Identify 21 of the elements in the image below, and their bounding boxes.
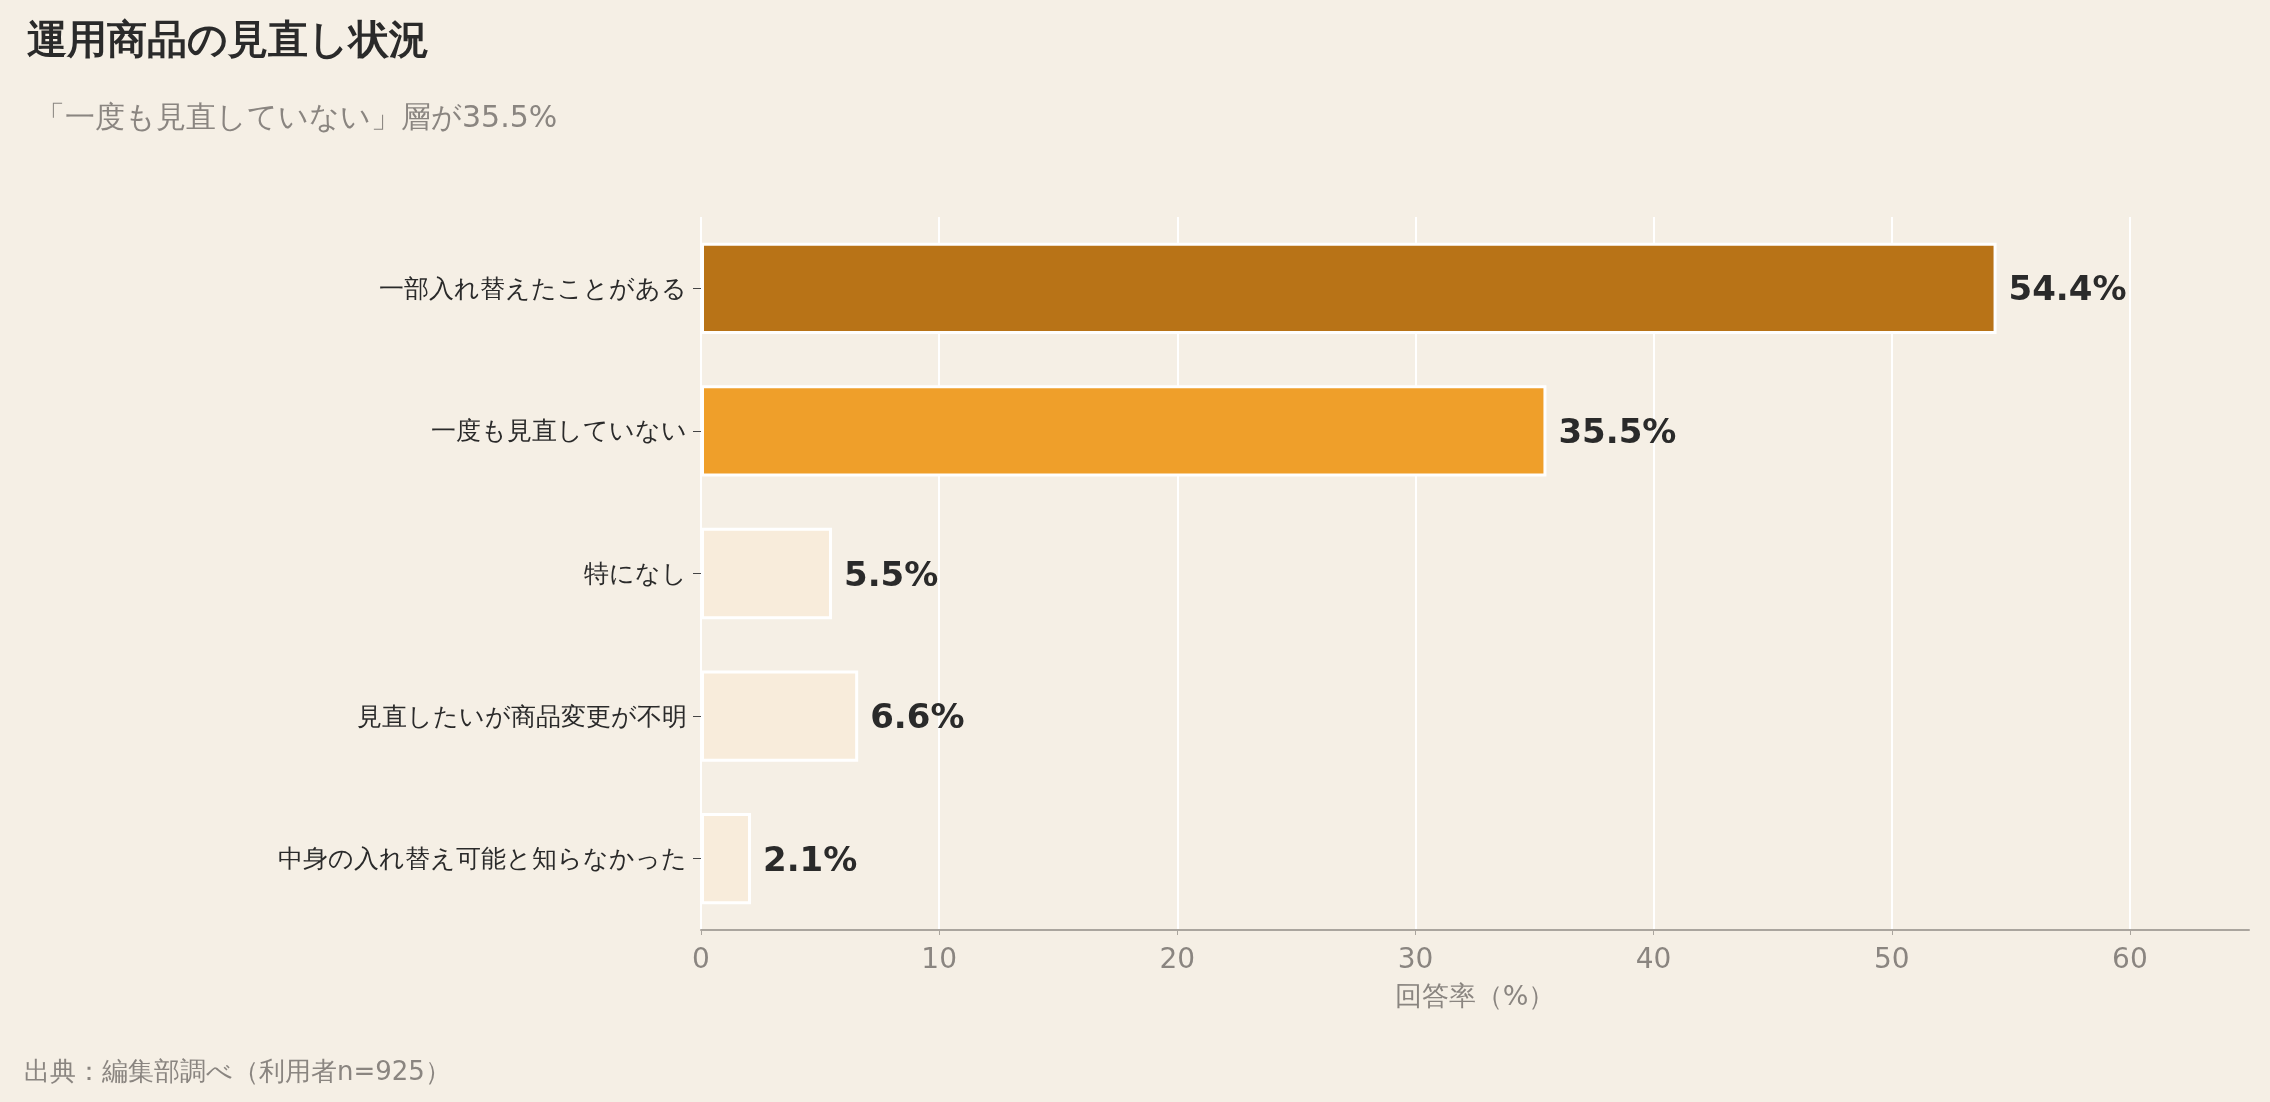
source-note: 出典：編集部調べ（利用者n=925） [24, 1056, 451, 1086]
y-tick-label: 一度も見直していない [431, 416, 687, 446]
data-label: 2.1% [763, 838, 858, 879]
y-tick-label: 一部入れ替えたことがある [379, 273, 687, 303]
text: 運用商品の見直し状況 [27, 16, 429, 62]
y-tick-label: 見直したいが商品変更が不明 [357, 701, 687, 731]
data-label: 54.4% [2008, 268, 2127, 309]
data-label: 35.5% [1558, 410, 1677, 451]
data-label: 5.5% [843, 553, 939, 594]
x-tick-label: 20 [1159, 941, 1196, 975]
x-tick-label: 0 [692, 941, 710, 975]
text: 「一度も見直していない」層が35.5% [35, 98, 558, 134]
y-tick-label: 中身の入れ替え可能と知らなかった [278, 844, 687, 874]
x-tick-label: 10 [921, 941, 957, 975]
x-tick-label: 40 [1635, 941, 1672, 975]
x-tick-label: 60 [2112, 941, 2148, 975]
y-tick-label: 特になし [584, 559, 687, 588]
data-label: 6.6% [870, 696, 965, 737]
x-tick-label: 50 [1873, 941, 1910, 975]
x-tick-label: 30 [1397, 941, 1434, 975]
x-axis-title: 回答率（%） [1394, 980, 1556, 1011]
